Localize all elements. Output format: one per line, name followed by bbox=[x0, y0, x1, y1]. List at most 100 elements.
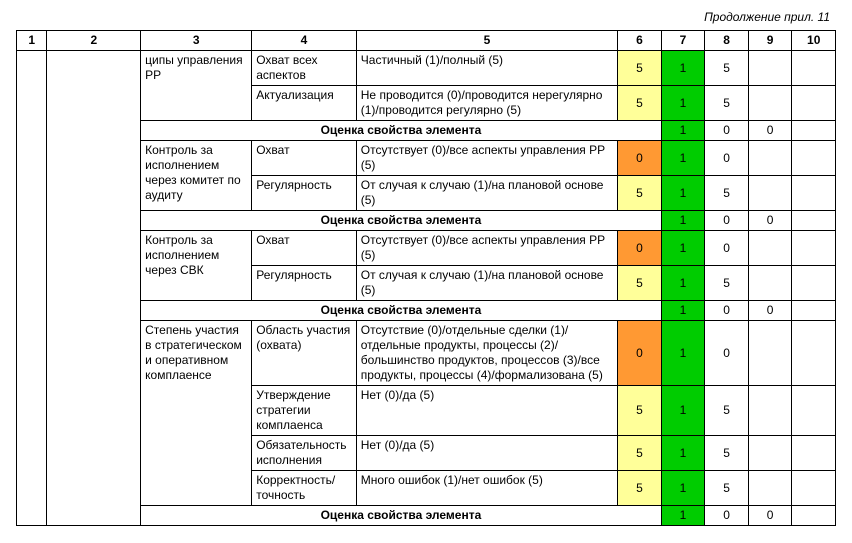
cell-col1 bbox=[17, 51, 47, 526]
cell-value-8: 5 bbox=[705, 86, 749, 121]
summary-value-9: 0 bbox=[748, 121, 792, 141]
cell-value-7: 1 bbox=[661, 321, 705, 386]
cell-element: ципы управле­ния РР bbox=[141, 51, 252, 121]
cell-scale: Отсутствие (0)/отдельные сделки (1)/отде… bbox=[356, 321, 617, 386]
cell-value-6: 5 bbox=[618, 176, 662, 211]
cell-value-9 bbox=[748, 86, 792, 121]
assessment-table: 1 2 3 4 5 6 7 8 9 10 ципы управле­ния РР… bbox=[16, 30, 836, 526]
cell-value-10 bbox=[792, 266, 836, 301]
col-header-1: 1 bbox=[17, 31, 47, 51]
cell-value-8: 5 bbox=[705, 436, 749, 471]
col-header-8: 8 bbox=[705, 31, 749, 51]
cell-value-7: 1 bbox=[661, 176, 705, 211]
cell-value-10 bbox=[792, 386, 836, 436]
cell-scale: Нет (0)/да (5) bbox=[356, 386, 617, 436]
cell-scale: Нет (0)/да (5) bbox=[356, 436, 617, 471]
col-header-3: 3 bbox=[141, 31, 252, 51]
cell-element: Контроль за исполнением через СВК bbox=[141, 231, 252, 301]
cell-col2 bbox=[47, 51, 141, 526]
summary-value-7: 1 bbox=[661, 506, 705, 526]
col-header-2: 2 bbox=[47, 31, 141, 51]
header-row: 1 2 3 4 5 6 7 8 9 10 bbox=[17, 31, 836, 51]
cell-value-7: 1 bbox=[661, 386, 705, 436]
col-header-10: 10 bbox=[792, 31, 836, 51]
cell-criterion: Регулярность bbox=[252, 266, 357, 301]
cell-value-7: 1 bbox=[661, 266, 705, 301]
cell-scale: Много ошибок (1)/нет ошибок (5) bbox=[356, 471, 617, 506]
cell-value-9 bbox=[748, 141, 792, 176]
cell-value-9 bbox=[748, 321, 792, 386]
summary-value-9: 0 bbox=[748, 301, 792, 321]
cell-value-8: 5 bbox=[705, 386, 749, 436]
cell-value-9 bbox=[748, 51, 792, 86]
summary-value-8: 0 bbox=[705, 301, 749, 321]
cell-value-9 bbox=[748, 471, 792, 506]
cell-value-9 bbox=[748, 176, 792, 211]
cell-scale: От случая к случаю (1)/на плановой основ… bbox=[356, 266, 617, 301]
summary-label: Оценка свойства элемента bbox=[141, 121, 662, 141]
cell-value-8: 5 bbox=[705, 266, 749, 301]
col-header-4: 4 bbox=[252, 31, 357, 51]
cell-value-6: 5 bbox=[618, 51, 662, 86]
cell-scale: Отсутствует (0)/все аспекты управле­ния … bbox=[356, 231, 617, 266]
cell-value-10 bbox=[792, 471, 836, 506]
summary-label: Оценка свойства элемента bbox=[141, 506, 662, 526]
summary-value-9: 0 bbox=[748, 506, 792, 526]
cell-value-10 bbox=[792, 86, 836, 121]
cell-value-6: 0 bbox=[618, 141, 662, 176]
cell-value-7: 1 bbox=[661, 51, 705, 86]
cell-value-8: 0 bbox=[705, 321, 749, 386]
cell-scale: От случая к случаю (1)/на плановой основ… bbox=[356, 176, 617, 211]
cell-value-6: 5 bbox=[618, 266, 662, 301]
summary-value-9: 0 bbox=[748, 211, 792, 231]
cell-value-9 bbox=[748, 386, 792, 436]
cell-value-9 bbox=[748, 436, 792, 471]
cell-value-7: 1 bbox=[661, 231, 705, 266]
summary-value-10 bbox=[792, 211, 836, 231]
cell-criterion: Обязательность исполнения bbox=[252, 436, 357, 471]
cell-element: Степень участия в стратегиче­ском и опер… bbox=[141, 321, 252, 506]
cell-scale: Не проводится (0)/проводится нерегу­лярн… bbox=[356, 86, 617, 121]
summary-value-8: 0 bbox=[705, 121, 749, 141]
summary-value-7: 1 bbox=[661, 121, 705, 141]
summary-value-7: 1 bbox=[661, 301, 705, 321]
cell-value-6: 5 bbox=[618, 86, 662, 121]
cell-value-8: 0 bbox=[705, 141, 749, 176]
col-header-5: 5 bbox=[356, 31, 617, 51]
cell-value-7: 1 bbox=[661, 436, 705, 471]
cell-criterion: Регулярность bbox=[252, 176, 357, 211]
cell-scale: Частичный (1)/полный (5) bbox=[356, 51, 617, 86]
cell-value-8: 5 bbox=[705, 51, 749, 86]
cell-value-10 bbox=[792, 231, 836, 266]
cell-value-10 bbox=[792, 436, 836, 471]
cell-value-6: 5 bbox=[618, 471, 662, 506]
cell-criterion: Корректность/точность bbox=[252, 471, 357, 506]
cell-criterion: Охват bbox=[252, 231, 357, 266]
col-header-6: 6 bbox=[618, 31, 662, 51]
cell-value-10 bbox=[792, 176, 836, 211]
summary-label: Оценка свойства элемента bbox=[141, 301, 662, 321]
cell-value-8: 0 bbox=[705, 231, 749, 266]
page-caption: Продолжение прил. 11 bbox=[16, 10, 830, 24]
cell-value-7: 1 bbox=[661, 471, 705, 506]
cell-criterion: Область уча­стия (охвата) bbox=[252, 321, 357, 386]
summary-value-8: 0 bbox=[705, 211, 749, 231]
cell-value-7: 1 bbox=[661, 141, 705, 176]
cell-element: Контроль за исполнением через комитет по… bbox=[141, 141, 252, 211]
cell-value-10 bbox=[792, 51, 836, 86]
cell-criterion: Утверждение стратегии комплаенса bbox=[252, 386, 357, 436]
cell-value-8: 5 bbox=[705, 176, 749, 211]
cell-value-9 bbox=[748, 266, 792, 301]
cell-value-8: 5 bbox=[705, 471, 749, 506]
col-header-7: 7 bbox=[661, 31, 705, 51]
cell-value-6: 0 bbox=[618, 231, 662, 266]
cell-value-10 bbox=[792, 321, 836, 386]
col-header-9: 9 bbox=[748, 31, 792, 51]
cell-value-9 bbox=[748, 231, 792, 266]
cell-scale: Отсутствует (0)/все аспекты управле­ния … bbox=[356, 141, 617, 176]
cell-value-6: 5 bbox=[618, 386, 662, 436]
summary-value-7: 1 bbox=[661, 211, 705, 231]
summary-value-10 bbox=[792, 301, 836, 321]
cell-criterion: Актуализация bbox=[252, 86, 357, 121]
summary-value-10 bbox=[792, 121, 836, 141]
